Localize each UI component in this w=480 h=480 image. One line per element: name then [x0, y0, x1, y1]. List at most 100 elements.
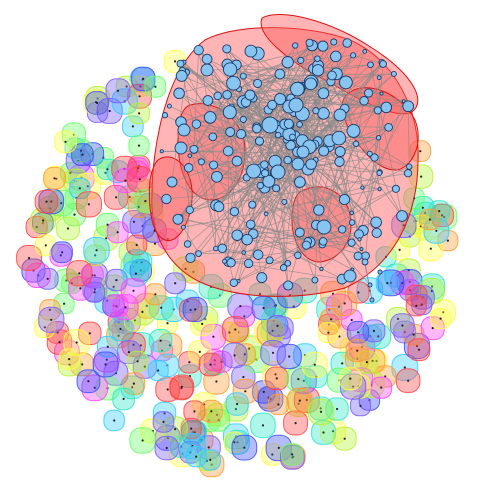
core-node — [318, 108, 330, 120]
core-node — [313, 108, 319, 114]
node-dot — [138, 145, 140, 147]
node-dot — [133, 383, 135, 385]
community-bubble — [129, 136, 149, 156]
core-node — [275, 132, 281, 138]
node-dot — [141, 311, 143, 313]
node-dot — [174, 60, 176, 62]
core-node — [284, 281, 293, 290]
node-dot — [322, 431, 324, 433]
core-node — [223, 63, 236, 76]
node-dot — [194, 308, 196, 310]
node-dot — [157, 369, 159, 371]
node-dot — [344, 302, 346, 304]
core-node — [385, 123, 393, 131]
node-dot — [263, 391, 265, 393]
node-dot — [106, 168, 108, 170]
core-node — [312, 65, 323, 76]
core-node — [339, 194, 349, 204]
core-node — [295, 252, 302, 259]
node-dot — [166, 447, 168, 449]
core-node — [240, 73, 246, 79]
node-dot — [144, 200, 146, 202]
core-node — [192, 120, 201, 129]
community-bubble — [130, 428, 155, 453]
core-node — [227, 76, 241, 90]
core-node — [372, 228, 381, 237]
node-dot — [105, 237, 107, 239]
community-bubble — [104, 410, 125, 431]
core-node — [203, 96, 213, 106]
core-node — [381, 102, 392, 113]
node-dot — [154, 293, 156, 295]
node-dot — [210, 410, 212, 412]
core-node — [264, 212, 268, 216]
node-dot — [190, 428, 192, 430]
core-node — [257, 182, 263, 188]
community-bubble — [84, 282, 104, 302]
node-dot — [276, 377, 278, 379]
satellite-node — [368, 283, 372, 287]
core-node — [223, 146, 233, 156]
node-dot — [123, 398, 125, 400]
node-dot — [188, 361, 190, 363]
node-dot — [115, 279, 117, 281]
core-node — [227, 259, 235, 267]
community-bubble — [57, 217, 80, 240]
core-node — [186, 253, 195, 262]
core-node — [232, 230, 243, 241]
node-dot — [115, 196, 117, 198]
core-node — [255, 137, 263, 145]
node-dot — [107, 346, 109, 348]
community-bubble — [267, 316, 288, 337]
community-bubble — [376, 272, 398, 294]
core-node — [292, 158, 304, 170]
core-node — [392, 185, 399, 192]
core-node — [266, 257, 273, 264]
core-node — [257, 273, 267, 283]
node-dot — [128, 351, 130, 353]
community-bubble — [308, 399, 333, 424]
core-node — [332, 131, 346, 145]
core-node — [245, 45, 257, 57]
core-node — [378, 188, 381, 191]
node-dot — [239, 305, 241, 307]
core-node — [282, 199, 287, 204]
core-node — [339, 226, 346, 233]
core-node — [162, 113, 167, 118]
community-bubble — [113, 388, 135, 410]
core-node — [306, 39, 313, 46]
core-node — [282, 57, 293, 68]
node-dot — [429, 218, 431, 220]
node-dot — [162, 421, 164, 423]
community-bubble — [232, 435, 257, 460]
node-dot — [262, 424, 264, 426]
community-bubble — [226, 393, 248, 415]
node-dot — [58, 341, 60, 343]
community-bubble — [200, 400, 222, 422]
core-node — [196, 251, 202, 257]
core-node — [247, 164, 261, 178]
node-dot — [124, 306, 126, 308]
core-node — [240, 116, 246, 122]
core-node — [230, 207, 238, 215]
node-dot — [399, 249, 401, 251]
community-bubble — [228, 294, 253, 319]
core-node — [312, 277, 318, 283]
core-node — [350, 211, 354, 215]
node-dot — [419, 150, 421, 152]
core-node — [244, 259, 252, 267]
community-bubble — [318, 323, 338, 343]
core-node — [361, 186, 364, 189]
core-node — [271, 165, 285, 179]
core-node — [328, 71, 337, 80]
core-node — [306, 159, 317, 170]
node-dot — [154, 243, 156, 245]
core-node — [380, 92, 383, 95]
core-node — [371, 217, 382, 228]
node-dot — [234, 354, 236, 356]
node-dot — [422, 207, 424, 209]
node-dot — [113, 419, 115, 421]
core-node — [285, 260, 291, 266]
community-bubble — [153, 412, 174, 433]
